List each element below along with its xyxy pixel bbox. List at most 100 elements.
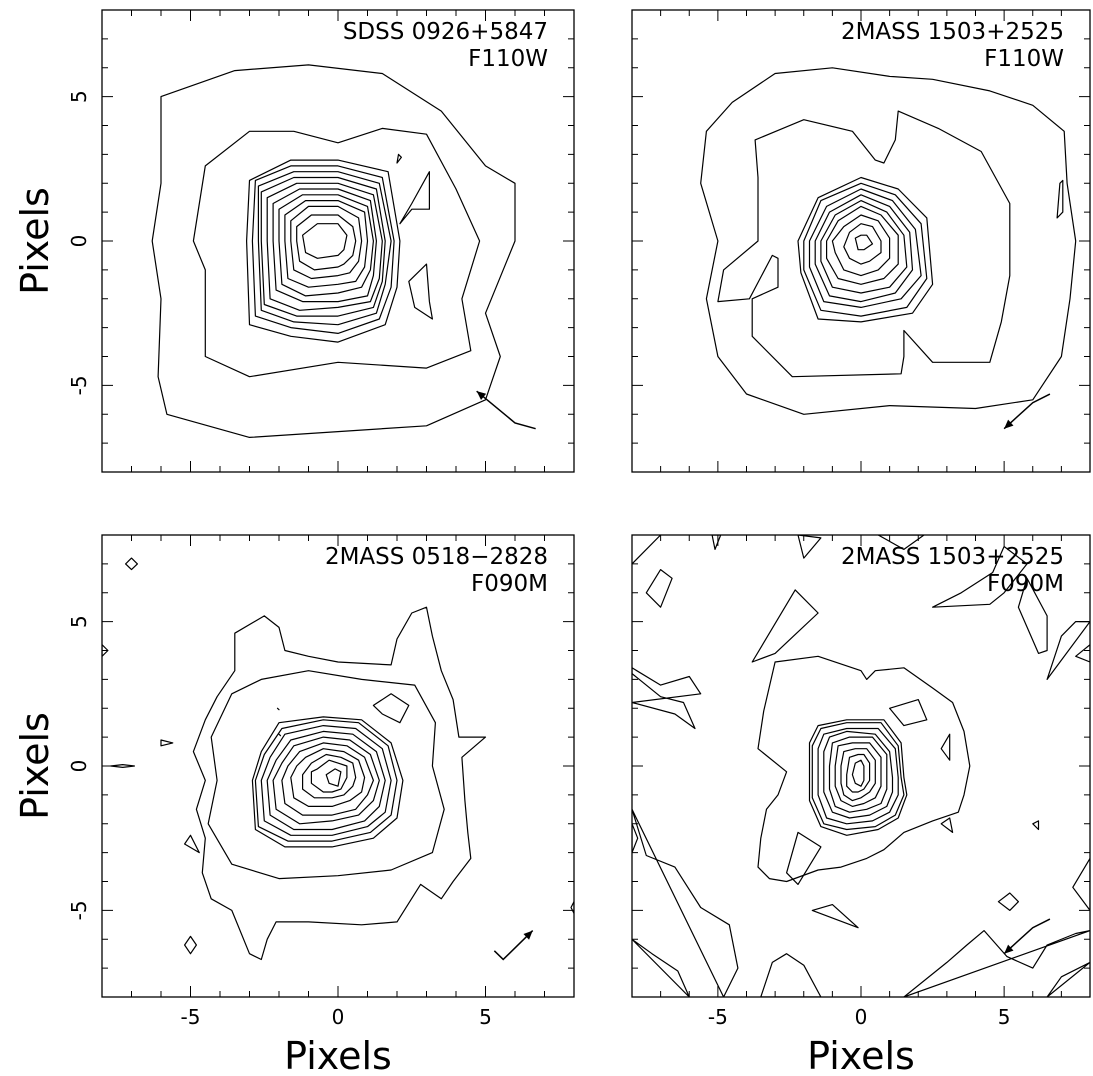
plot-frame: [101, 534, 575, 998]
contour-line: [325, 768, 342, 787]
x-tick-label: 0: [855, 1005, 868, 1029]
panel-filter: F110W: [984, 46, 1064, 72]
contour-line: [632, 823, 639, 854]
contour-line: [811, 903, 859, 929]
y-tick-label: 5: [67, 615, 91, 628]
compass-arrow-icon: [1003, 393, 1051, 430]
panel-filter: F090M: [987, 571, 1064, 597]
contour-group: [632, 535, 1090, 997]
contour-line: [817, 727, 899, 825]
contour-line: [888, 698, 928, 727]
contour-line: [251, 716, 404, 848]
x-axis-title: Pixels: [807, 1034, 915, 1076]
plot-frame: [631, 534, 1091, 998]
y-tick-label: -5: [67, 375, 91, 395]
contour-line: [940, 733, 951, 761]
contour-line: [408, 263, 433, 320]
contour-line: [825, 205, 899, 285]
contour-line: [251, 165, 395, 334]
contour-line: [278, 733, 282, 737]
compass-arrow-icon: [493, 930, 534, 961]
contour-line: [284, 200, 369, 288]
contour-line: [757, 655, 971, 883]
compass-arrowhead: [1004, 419, 1014, 429]
x-axis-title: Pixels: [284, 1034, 392, 1076]
contour-line: [645, 568, 673, 608]
contour-line: [846, 753, 871, 793]
contour-line: [632, 938, 690, 997]
compass-arrowhead: [1004, 944, 1014, 954]
contour-line: [834, 742, 882, 808]
contour-line: [997, 892, 1020, 912]
compass-line: [1003, 918, 1051, 955]
contour-line: [160, 739, 174, 747]
contour-line: [102, 644, 109, 657]
contour-line: [192, 606, 487, 961]
x-tick-label: 5: [479, 1005, 492, 1029]
compass-arrowhead: [476, 391, 487, 400]
y-axis-title: Pixels: [13, 187, 57, 295]
contour-line: [760, 953, 822, 997]
contour-line: [808, 719, 908, 836]
panel-title: 2MASS 1503+2525: [841, 19, 1064, 45]
contour-line: [278, 194, 374, 297]
contour-line: [831, 214, 891, 277]
contour-line: [843, 223, 882, 265]
contour-line: [828, 736, 888, 813]
contour-line: [840, 748, 876, 802]
y-tick-label: 5: [67, 90, 91, 103]
contour-line: [272, 736, 380, 825]
contour-line: [940, 817, 954, 834]
compass-arrow-icon: [476, 390, 536, 430]
contour-line: [266, 730, 386, 831]
contour-line: [797, 176, 934, 323]
contour-line: [854, 234, 874, 251]
contour-line: [290, 748, 366, 808]
x-tick-label: -5: [708, 1005, 728, 1029]
plot-frame: [631, 9, 1091, 473]
contour-line: [184, 834, 200, 854]
contour-line: [124, 557, 138, 571]
contour-line: [711, 535, 722, 551]
contour-line: [110, 763, 135, 769]
contour-line: [1032, 820, 1040, 831]
contour-line: [272, 188, 377, 303]
contour-line: [302, 223, 348, 259]
y-tick-label: 0: [67, 235, 91, 248]
contour-line: [851, 759, 865, 787]
contour-line: [276, 707, 280, 711]
contour-line: [399, 171, 430, 225]
contour-line: [811, 722, 905, 831]
contour-line: [808, 188, 922, 308]
contour-line: [751, 589, 819, 663]
contour-line: [310, 759, 348, 793]
contour-line: [1046, 620, 1090, 681]
compass-line: [493, 930, 534, 961]
x-tick-label: 0: [332, 1005, 345, 1029]
compass-arrow-icon: [1003, 918, 1051, 955]
contour-line: [260, 724, 392, 836]
contour-line: [632, 808, 739, 997]
x-tick-label: -5: [181, 1005, 201, 1029]
contour-line: [372, 693, 410, 724]
contour-line: [207, 670, 445, 880]
contour-line: [290, 205, 363, 280]
contour-line: [151, 64, 516, 438]
contour-line: [785, 831, 822, 886]
contour-line: [257, 171, 392, 326]
contour-line: [570, 901, 574, 914]
contour-line: [254, 719, 398, 842]
compass-line: [1003, 393, 1051, 430]
contour-line: [823, 730, 894, 819]
contour-line: [396, 153, 402, 164]
contour-line: [184, 935, 197, 955]
contour-line: [820, 200, 908, 294]
contour-group: [151, 64, 516, 438]
contour-line: [803, 182, 928, 317]
x-tick-label: 5: [998, 1005, 1011, 1029]
plot-frame: [101, 9, 575, 473]
compass-line: [476, 390, 536, 430]
